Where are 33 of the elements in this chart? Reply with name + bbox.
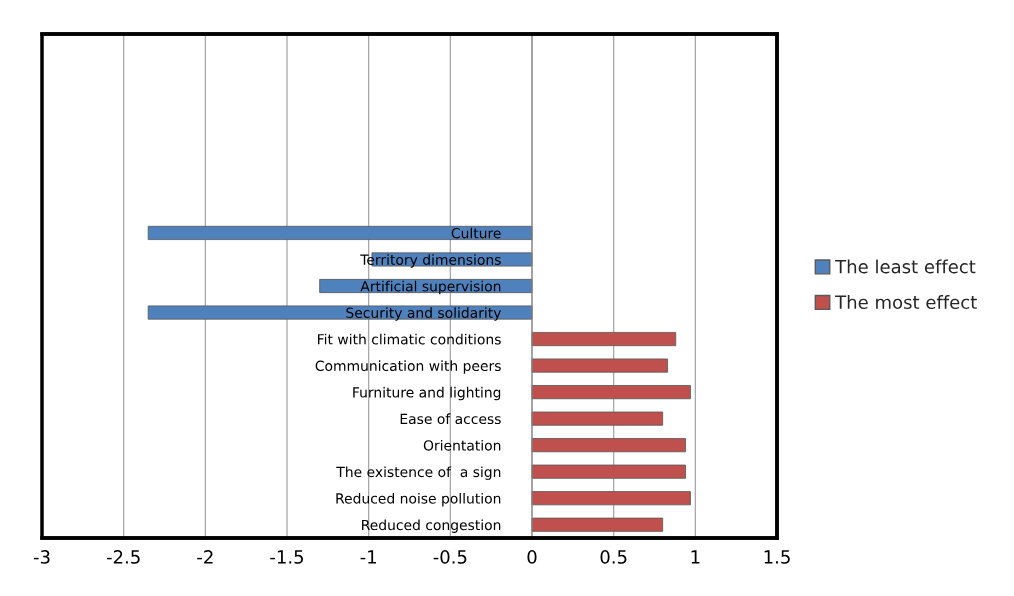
bar: [531, 385, 691, 400]
bar: [531, 438, 686, 453]
y-tick-label: Culture: [451, 227, 501, 239]
x-tick-label: 1.5: [764, 550, 790, 564]
legend-label: The least effect: [835, 259, 976, 274]
x-tick-label: -2.5: [106, 550, 140, 564]
bar: [531, 411, 664, 426]
bar: [147, 305, 533, 320]
y-tick-label: Reduced congestion: [362, 519, 501, 533]
y-tick-label: Furniture and lighting: [353, 386, 501, 401]
x-tick-label: -1: [360, 550, 376, 564]
bar: [531, 517, 664, 532]
y-tick-label: Communication with peers: [315, 360, 501, 374]
x-tick-label: 0.5: [600, 550, 627, 564]
y-tick-label: Artificial supervision: [360, 280, 501, 295]
bar: [531, 491, 691, 506]
y-tick-label: Reduced noise pollution: [336, 492, 501, 507]
y-tick-label: Security and solidarity: [346, 307, 502, 321]
y-tick-label: Fit with climatic conditions: [318, 333, 501, 345]
bar: [531, 464, 686, 479]
bar: [531, 332, 677, 347]
bar: [147, 225, 533, 240]
x-tick-label: -1.5: [270, 550, 304, 564]
x-tick-label: -2: [197, 550, 213, 564]
y-tick-label: Orientation: [423, 439, 501, 451]
bar: [531, 358, 668, 373]
x-tick-label: -0.5: [433, 550, 467, 564]
y-tick-label: Ease of access: [400, 413, 501, 425]
x-tick-label: 1: [691, 550, 700, 564]
y-tick-label: The existence of a sign: [336, 466, 501, 480]
x-tick-label: -3: [33, 550, 50, 564]
legend-label: The most effect: [835, 295, 977, 309]
x-tick-label: 0: [527, 550, 537, 564]
